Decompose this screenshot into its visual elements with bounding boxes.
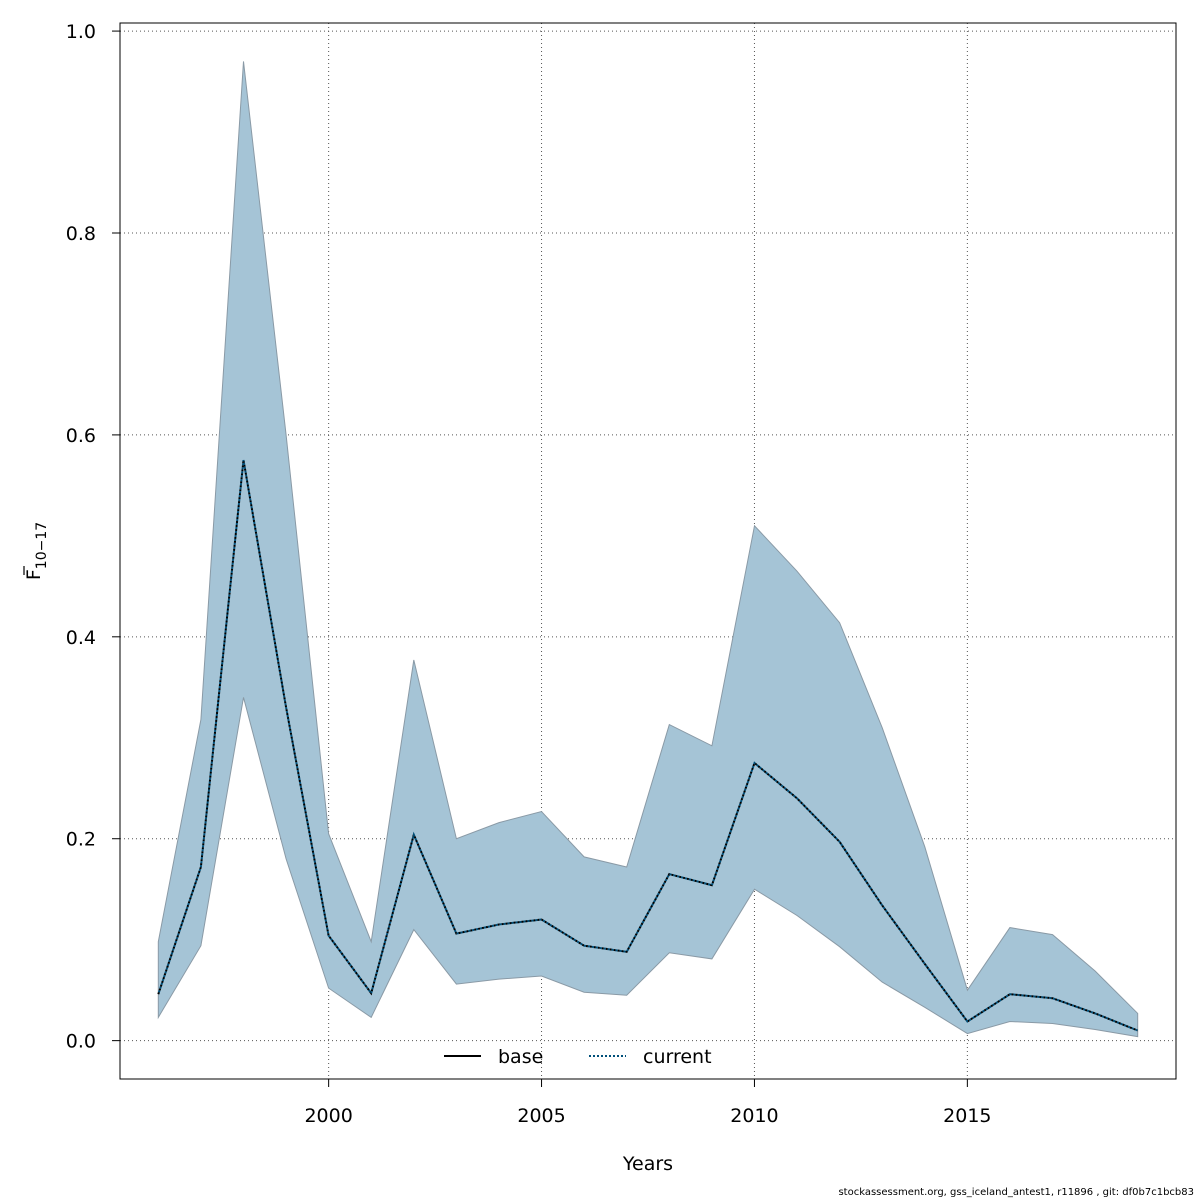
- y-tick-label: 0.0: [66, 1031, 96, 1053]
- confidence-band-area: [157, 61, 1139, 1038]
- legend-base-label: base: [498, 1046, 543, 1068]
- y-axis-title-main: F: [23, 569, 45, 580]
- confidence-band: [157, 61, 1139, 1038]
- y-tick-label: 0.2: [66, 829, 96, 851]
- x-axis: 2000 2005 2010 2015: [304, 1079, 992, 1127]
- series-line-current-dots: [157, 459, 1139, 1032]
- y-axis-title-subscript: 10−17: [34, 522, 50, 569]
- x-axis-title: Years: [622, 1153, 673, 1175]
- series-lines: [157, 459, 1139, 1032]
- y-tick-label: 0.4: [66, 627, 96, 649]
- footer-credit: stockassessment.org, gss_iceland_antest1…: [838, 1187, 1194, 1198]
- x-tick-label: 2005: [517, 1105, 565, 1127]
- plot-frame: [119, 22, 1177, 1080]
- y-tick-label: 0.8: [66, 223, 96, 245]
- series-line-current: [157, 459, 1139, 1032]
- legend-current-label: current: [643, 1046, 712, 1068]
- y-tick-label: 1.0: [66, 21, 96, 43]
- y-tick-label: 0.6: [66, 425, 96, 447]
- y-axis-title: F10−17: [23, 522, 50, 580]
- y-axis: 0.0 0.2 0.4 0.6 0.8 1.0: [66, 21, 120, 1053]
- svg-text:F10−17: F10−17: [23, 522, 50, 580]
- x-tick-label: 2000: [304, 1105, 352, 1127]
- x-tick-label: 2015: [943, 1105, 991, 1127]
- legend: base current: [444, 1046, 712, 1068]
- x-tick-label: 2010: [730, 1105, 778, 1127]
